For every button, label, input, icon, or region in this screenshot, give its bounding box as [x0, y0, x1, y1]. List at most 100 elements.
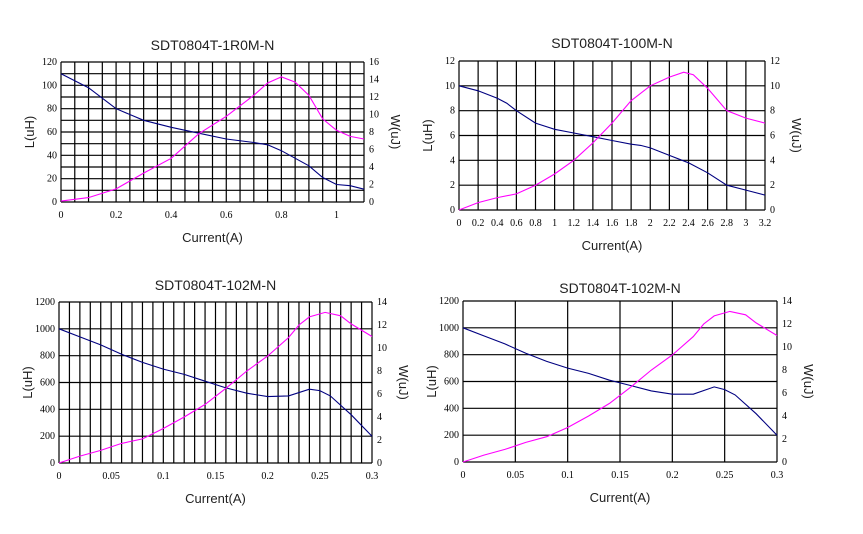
x-axis-label: Current(A): [185, 491, 246, 506]
y2-axis-label: W(uJ): [789, 118, 804, 153]
x-tick-label: 0.2: [261, 471, 274, 482]
x-tick-label: 2: [648, 218, 653, 229]
y-tick-label: 6: [450, 131, 455, 142]
x-axis-label: Current(A): [182, 230, 243, 245]
x-tick-label: 3: [743, 218, 748, 229]
y2-tick-label: 4: [369, 162, 374, 173]
y-tick-label: 200: [40, 431, 55, 442]
x-tick-label: 0.3: [771, 470, 784, 481]
y-tick-label: 600: [40, 378, 55, 389]
chart-title: SDT0804T-102M-N: [559, 280, 680, 296]
y2-tick-label: 8: [770, 106, 775, 117]
y2-tick-label: 14: [369, 75, 379, 86]
y2-tick-label: 12: [377, 320, 387, 331]
energy-series-line: [60, 76, 365, 202]
inductance-series-line: [60, 73, 365, 190]
y2-tick-label: 8: [369, 127, 374, 138]
x-tick-label: 0.6: [510, 218, 523, 229]
chart-3: SDT0804T-102M-N Current(A) L(uH) W(uJ) 0 0.05…: [20, 277, 411, 506]
y-tick-label: 0: [52, 197, 57, 208]
y2-tick-label: 14: [377, 297, 387, 308]
y-tick-label: 1200: [35, 297, 55, 308]
x-tick-label: 0.8: [275, 210, 288, 221]
y-axis-label: L(uH): [424, 365, 439, 398]
chart-title: SDT0804T-100M-N: [551, 35, 672, 51]
y2-tick-label: 0: [770, 205, 775, 216]
x-tick-label: 0: [57, 471, 62, 482]
y-tick-label: 4: [450, 155, 455, 166]
y2-tick-label: 8: [782, 365, 787, 376]
x-tick-label: 0: [461, 470, 466, 481]
y-tick-label: 0: [450, 205, 455, 216]
y-tick-label: 12: [445, 56, 455, 67]
y-tick-label: 1000: [439, 323, 459, 334]
y2-axis-label: W(uJ): [396, 365, 411, 400]
chart-title: SDT0804T-1R0M-N: [151, 37, 275, 53]
x-tick-label: 0.15: [207, 471, 225, 482]
x-tick-label: 0.4: [165, 210, 178, 221]
x-tick-label: 1.4: [587, 218, 600, 229]
x-tick-label: 1.2: [568, 218, 581, 229]
y-tick-label: 0: [454, 457, 459, 468]
x-tick-label: 0.8: [529, 218, 542, 229]
y-tick-label: 400: [40, 404, 55, 415]
x-tick-label: 2.4: [682, 218, 695, 229]
y2-tick-label: 6: [377, 389, 382, 400]
y2-tick-label: 10: [377, 343, 387, 354]
y-tick-label: 800: [40, 351, 55, 362]
y-tick-label: 1000: [35, 324, 55, 335]
y2-axis-label: W(uJ): [801, 364, 816, 399]
inductance-series-line: [462, 327, 778, 436]
chart-1: SDT0804T-1R0M-N Current(A) L(uH) W(uJ) 0 0.2 0…: [22, 37, 403, 245]
y-tick-label: 120: [42, 57, 57, 68]
y-tick-label: 800: [444, 350, 459, 361]
y2-tick-label: 0: [369, 197, 374, 208]
energy-series-line: [58, 311, 373, 464]
y2-tick-label: 2: [369, 180, 374, 191]
y-axis-label: L(uH): [420, 119, 435, 152]
energy-series-line: [458, 71, 766, 211]
x-tick-label: 3.2: [759, 218, 772, 229]
x-tick-label: 0.05: [102, 471, 120, 482]
inductance-series-line: [458, 85, 766, 196]
y2-tick-label: 12: [369, 92, 379, 103]
y-tick-label: 80: [47, 104, 57, 115]
x-tick-label: 2.8: [721, 218, 734, 229]
y2-tick-label: 12: [770, 56, 780, 67]
x-axis-label: Current(A): [582, 238, 643, 253]
y-tick-label: 200: [444, 430, 459, 441]
y2-tick-label: 0: [377, 458, 382, 469]
y2-tick-label: 6: [770, 131, 775, 142]
x-tick-label: 0.6: [220, 210, 233, 221]
x-axis-label: Current(A): [590, 490, 651, 505]
y2-tick-label: 4: [770, 155, 775, 166]
x-tick-label: 0.3: [366, 471, 379, 482]
y2-tick-label: 10: [369, 110, 379, 121]
x-tick-label: 0.4: [491, 218, 504, 229]
y2-tick-label: 14: [782, 296, 792, 307]
y-tick-label: 600: [444, 377, 459, 388]
y-tick-label: 20: [47, 174, 57, 185]
x-tick-label: 0: [457, 218, 462, 229]
y2-tick-label: 2: [377, 435, 382, 446]
y2-tick-label: 10: [770, 81, 780, 92]
y-tick-label: 400: [444, 403, 459, 414]
x-tick-label: 1.8: [625, 218, 638, 229]
y-tick-label: 60: [47, 127, 57, 138]
x-tick-label: 2.6: [701, 218, 714, 229]
y-tick-label: 0: [50, 458, 55, 469]
x-tick-label: 0.15: [611, 470, 629, 481]
y-tick-label: 1200: [439, 296, 459, 307]
energy-series-line: [462, 310, 778, 463]
y2-tick-label: 4: [782, 411, 787, 422]
y-tick-label: 2: [450, 180, 455, 191]
y-tick-label: 100: [42, 80, 57, 91]
x-tick-label: 0.25: [716, 470, 734, 481]
y-axis-label: L(uH): [22, 116, 37, 149]
y2-tick-label: 4: [377, 412, 382, 423]
y-tick-label: 10: [445, 81, 455, 92]
x-tick-label: 0.2: [666, 470, 679, 481]
y2-tick-label: 16: [369, 57, 379, 68]
y2-tick-label: 2: [782, 434, 787, 445]
chart-2: SDT0804T-100M-N Current(A) L(uH) W(uJ) 0 0.2 0…: [420, 35, 804, 253]
